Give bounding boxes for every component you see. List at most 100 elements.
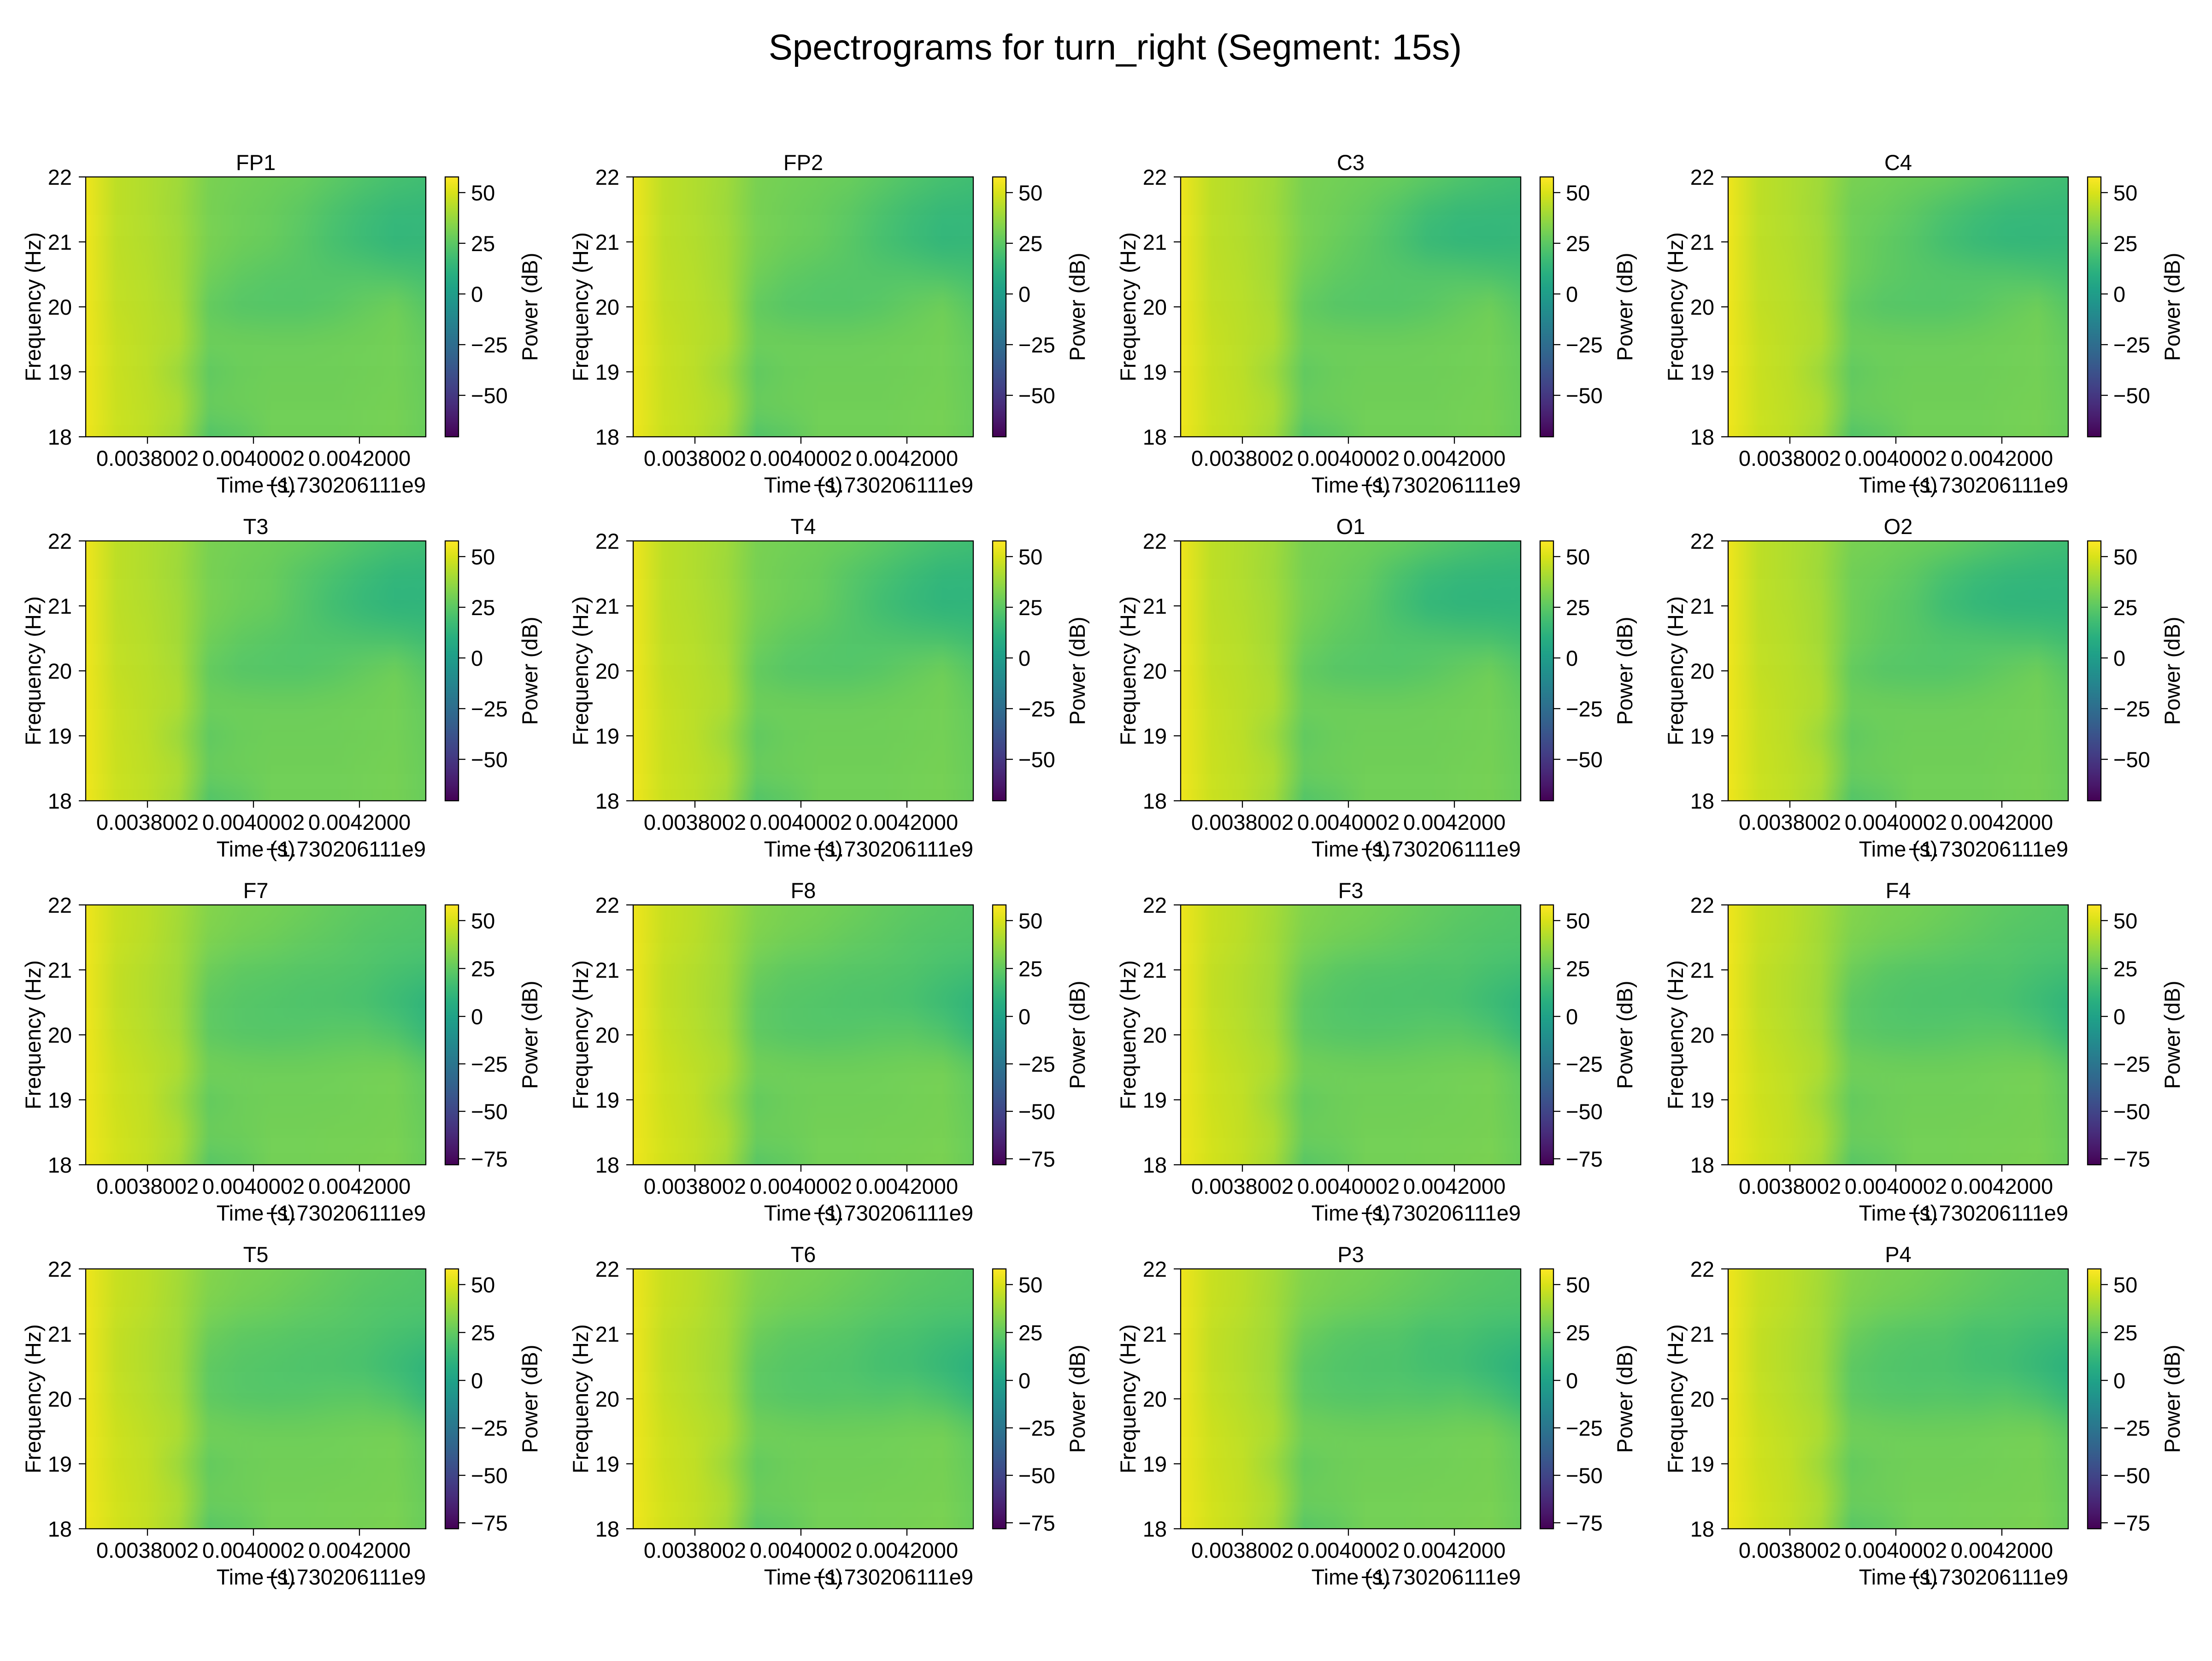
- svg-text:0: 0: [2113, 646, 2125, 670]
- svg-text:Frequency (Hz): Frequency (Hz): [1663, 596, 1688, 745]
- svg-text:0.0042000: 0.0042000: [856, 1538, 958, 1562]
- svg-text:−50: −50: [1018, 747, 1055, 772]
- svg-text:Frequency (Hz): Frequency (Hz): [21, 960, 45, 1109]
- svg-text:+1.730206111e9: +1.730206111e9: [266, 473, 426, 497]
- svg-text:20: 20: [595, 295, 619, 319]
- svg-text:Time (s): Time (s): [217, 1201, 295, 1225]
- svg-text:18: 18: [1690, 789, 1714, 813]
- svg-text:0.0038002: 0.0038002: [96, 1174, 199, 1198]
- svg-text:18: 18: [1143, 789, 1167, 813]
- svg-text:0: 0: [2113, 282, 2125, 306]
- svg-text:21: 21: [48, 1322, 72, 1346]
- svg-text:−50: −50: [471, 747, 508, 772]
- svg-text:Power (dB): Power (dB): [2160, 616, 2184, 725]
- svg-text:−50: −50: [1566, 747, 1603, 772]
- svg-text:Power (dB): Power (dB): [1065, 980, 1089, 1089]
- svg-text:Power (dB): Power (dB): [1612, 980, 1637, 1089]
- svg-text:−75: −75: [1018, 1147, 1055, 1171]
- svg-text:Frequency (Hz): Frequency (Hz): [1663, 960, 1688, 1109]
- svg-text:19: 19: [595, 1452, 619, 1476]
- svg-text:+1.730206111e9: +1.730206111e9: [266, 837, 426, 861]
- svg-text:Power (dB): Power (dB): [1065, 1344, 1089, 1453]
- svg-text:50: 50: [471, 909, 495, 933]
- svg-text:Power (dB): Power (dB): [518, 252, 542, 361]
- svg-text:+1.730206111e9: +1.730206111e9: [1908, 473, 2068, 497]
- svg-text:50: 50: [1018, 181, 1042, 205]
- svg-text:−50: −50: [471, 1463, 508, 1488]
- svg-text:0.0040002: 0.0040002: [1845, 1538, 1947, 1562]
- svg-text:−25: −25: [471, 333, 508, 357]
- svg-text:Power (dB): Power (dB): [1612, 252, 1637, 361]
- svg-text:20: 20: [1690, 1387, 1714, 1411]
- svg-text:0.0040002: 0.0040002: [1297, 1538, 1400, 1562]
- svg-text:22: 22: [595, 165, 619, 189]
- svg-text:Time (s): Time (s): [1859, 1565, 1938, 1589]
- svg-text:22: 22: [595, 893, 619, 917]
- svg-text:0.0040002: 0.0040002: [202, 1538, 305, 1562]
- svg-text:0: 0: [1018, 1368, 1030, 1393]
- svg-text:+1.730206111e9: +1.730206111e9: [813, 473, 973, 497]
- svg-text:0.0040002: 0.0040002: [1297, 810, 1400, 834]
- svg-text:0.0038002: 0.0038002: [1739, 446, 1841, 470]
- svg-text:22: 22: [1690, 1257, 1714, 1281]
- svg-text:0.0038002: 0.0038002: [1191, 1174, 1294, 1198]
- svg-text:−25: −25: [1566, 1416, 1603, 1440]
- svg-text:25: 25: [471, 957, 495, 981]
- svg-text:−25: −25: [1018, 697, 1055, 721]
- svg-text:O2: O2: [1884, 514, 1913, 539]
- svg-text:+1.730206111e9: +1.730206111e9: [813, 1201, 973, 1225]
- svg-text:0.0040002: 0.0040002: [1297, 1174, 1400, 1198]
- svg-text:20: 20: [595, 1023, 619, 1047]
- svg-text:Power (dB): Power (dB): [2160, 980, 2184, 1089]
- svg-text:18: 18: [595, 789, 619, 813]
- svg-text:Frequency (Hz): Frequency (Hz): [21, 596, 45, 745]
- svg-text:0: 0: [1018, 282, 1030, 306]
- svg-text:−25: −25: [471, 1416, 508, 1440]
- svg-text:25: 25: [1018, 957, 1042, 981]
- svg-text:−25: −25: [2113, 1416, 2150, 1440]
- svg-text:P4: P4: [1885, 1242, 1912, 1267]
- svg-text:Power (dB): Power (dB): [1612, 1344, 1637, 1453]
- svg-text:0.0038002: 0.0038002: [1191, 810, 1294, 834]
- svg-text:19: 19: [48, 724, 72, 748]
- svg-text:Time (s): Time (s): [1312, 473, 1390, 497]
- svg-text:0.0040002: 0.0040002: [1845, 810, 1947, 834]
- svg-text:F4: F4: [1886, 878, 1911, 903]
- svg-text:21: 21: [1690, 1322, 1714, 1346]
- svg-text:0.0042000: 0.0042000: [308, 1538, 411, 1562]
- svg-text:0.0040002: 0.0040002: [1845, 1174, 1947, 1198]
- svg-text:20: 20: [1690, 659, 1714, 683]
- svg-text:20: 20: [1143, 1023, 1167, 1047]
- svg-text:0.0038002: 0.0038002: [644, 446, 746, 470]
- svg-text:0: 0: [471, 1004, 483, 1029]
- svg-text:21: 21: [595, 958, 619, 982]
- svg-text:FP2: FP2: [783, 150, 823, 175]
- svg-text:−50: −50: [471, 1099, 508, 1124]
- svg-text:Frequency (Hz): Frequency (Hz): [1116, 596, 1140, 745]
- svg-text:−50: −50: [1566, 1463, 1603, 1488]
- svg-text:25: 25: [471, 231, 495, 256]
- svg-text:0.0040002: 0.0040002: [750, 1538, 852, 1562]
- svg-text:0.0042000: 0.0042000: [308, 810, 411, 834]
- svg-text:−50: −50: [2113, 383, 2150, 408]
- svg-text:0.0040002: 0.0040002: [1297, 446, 1400, 470]
- svg-text:Power (dB): Power (dB): [2160, 252, 2184, 361]
- svg-text:20: 20: [1143, 1387, 1167, 1411]
- svg-text:21: 21: [48, 594, 72, 618]
- svg-text:21: 21: [48, 230, 72, 254]
- svg-text:Power (dB): Power (dB): [1065, 616, 1089, 725]
- svg-text:−75: −75: [1566, 1511, 1603, 1535]
- svg-text:−25: −25: [1566, 333, 1603, 357]
- svg-text:50: 50: [1566, 1273, 1590, 1297]
- svg-text:0.0038002: 0.0038002: [644, 1538, 746, 1562]
- svg-text:20: 20: [1690, 295, 1714, 319]
- svg-text:50: 50: [471, 181, 495, 205]
- svg-text:Time (s): Time (s): [1859, 473, 1938, 497]
- svg-text:−25: −25: [1566, 697, 1603, 721]
- svg-text:25: 25: [1566, 1321, 1590, 1345]
- svg-text:−25: −25: [2113, 697, 2150, 721]
- svg-text:−50: −50: [2113, 1099, 2150, 1124]
- svg-text:19: 19: [595, 724, 619, 748]
- svg-text:−25: −25: [1018, 1416, 1055, 1440]
- svg-text:−25: −25: [471, 1052, 508, 1076]
